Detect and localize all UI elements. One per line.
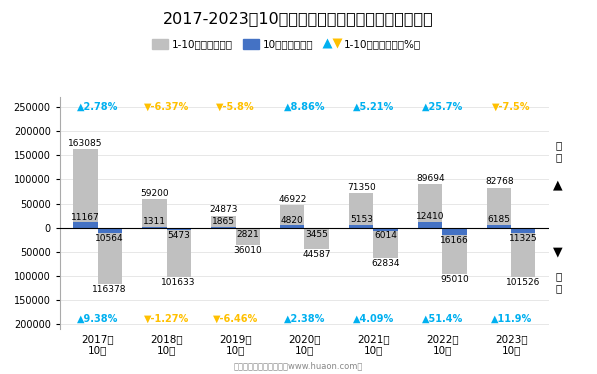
Text: 1865: 1865 [212,217,235,226]
Text: 11167: 11167 [71,212,100,221]
Legend: 1-10月（万美元）, 10月（万美元）, 1-10月同比增速（%）: 1-10月（万美元）, 10月（万美元）, 1-10月同比增速（%） [148,35,425,54]
Text: 95010: 95010 [440,275,469,284]
Text: ▲2.78%: ▲2.78% [77,102,118,112]
Text: 3455: 3455 [305,230,328,239]
Text: 4820: 4820 [281,216,304,225]
Text: 5153: 5153 [350,215,373,224]
Text: 36010: 36010 [233,246,262,255]
Bar [349,225,373,228]
Text: 82768: 82768 [485,178,513,187]
Text: 116378: 116378 [93,285,127,294]
Text: 6014: 6014 [374,231,397,240]
Text: ▼-5.8%: ▼-5.8% [216,102,255,112]
Bar [442,228,466,273]
Text: 89694: 89694 [416,174,445,183]
Text: ▲5.21%: ▲5.21% [353,102,394,112]
Bar [236,228,260,245]
Text: ▼-6.37%: ▼-6.37% [144,102,189,112]
Text: 2821: 2821 [236,230,259,239]
Text: 101526: 101526 [506,278,540,287]
Text: 1311: 1311 [143,217,166,226]
Bar [281,226,304,228]
Bar [304,228,328,229]
Text: 12410: 12410 [416,212,445,221]
Bar [143,199,167,228]
Bar [236,228,260,229]
Text: ▲4.09%: ▲4.09% [353,313,394,324]
Text: 24873: 24873 [209,205,238,214]
Text: ▼-1.27%: ▼-1.27% [144,313,189,324]
Bar [373,228,398,231]
Bar [418,222,442,228]
Text: 16166: 16166 [440,236,469,245]
Text: 2017-2023年10月深圳机场保税物流中心进、出口额: 2017-2023年10月深圳机场保税物流中心进、出口额 [163,11,434,26]
Text: 出
口: 出 口 [555,140,561,162]
Text: 5473: 5473 [167,231,190,240]
Text: ▼-7.5%: ▼-7.5% [492,102,531,112]
Bar [211,227,236,228]
Bar [98,228,122,284]
Text: ▲: ▲ [553,178,563,191]
Text: 制图：华经产业研究院（www.huaon.com）: 制图：华经产业研究院（www.huaon.com） [234,361,363,370]
Text: ▲2.38%: ▲2.38% [284,313,325,324]
Text: 59200: 59200 [140,189,169,198]
Bar [511,228,536,277]
Bar [373,228,398,258]
Text: ▼-6.46%: ▼-6.46% [213,313,258,324]
Bar [487,188,511,228]
Text: ▼: ▼ [553,246,563,259]
Bar [511,228,536,233]
Text: ▲11.9%: ▲11.9% [491,313,532,324]
Bar [211,216,236,228]
Bar [349,193,373,228]
Bar [418,184,442,228]
Text: ▲9.38%: ▲9.38% [77,313,118,324]
Text: 163085: 163085 [68,139,103,148]
Bar [73,222,98,228]
Text: 11325: 11325 [509,234,538,243]
Bar [167,228,190,230]
Text: 进
口: 进 口 [555,271,561,293]
Text: 71350: 71350 [347,183,376,192]
Bar [143,227,167,228]
Text: ▲8.86%: ▲8.86% [284,102,325,112]
Text: ▲51.4%: ▲51.4% [421,313,463,324]
Text: ▲25.7%: ▲25.7% [421,102,463,112]
Bar [442,228,466,236]
Text: 46922: 46922 [278,195,307,204]
Bar [73,149,98,228]
Bar [98,228,122,233]
Text: 62834: 62834 [371,259,400,268]
Text: 6185: 6185 [488,215,511,224]
Text: 10564: 10564 [96,233,124,242]
Bar [167,228,190,277]
Text: 44587: 44587 [302,251,331,260]
Bar [281,205,304,228]
Text: 101633: 101633 [161,278,196,287]
Bar [487,225,511,228]
Bar [304,228,328,249]
